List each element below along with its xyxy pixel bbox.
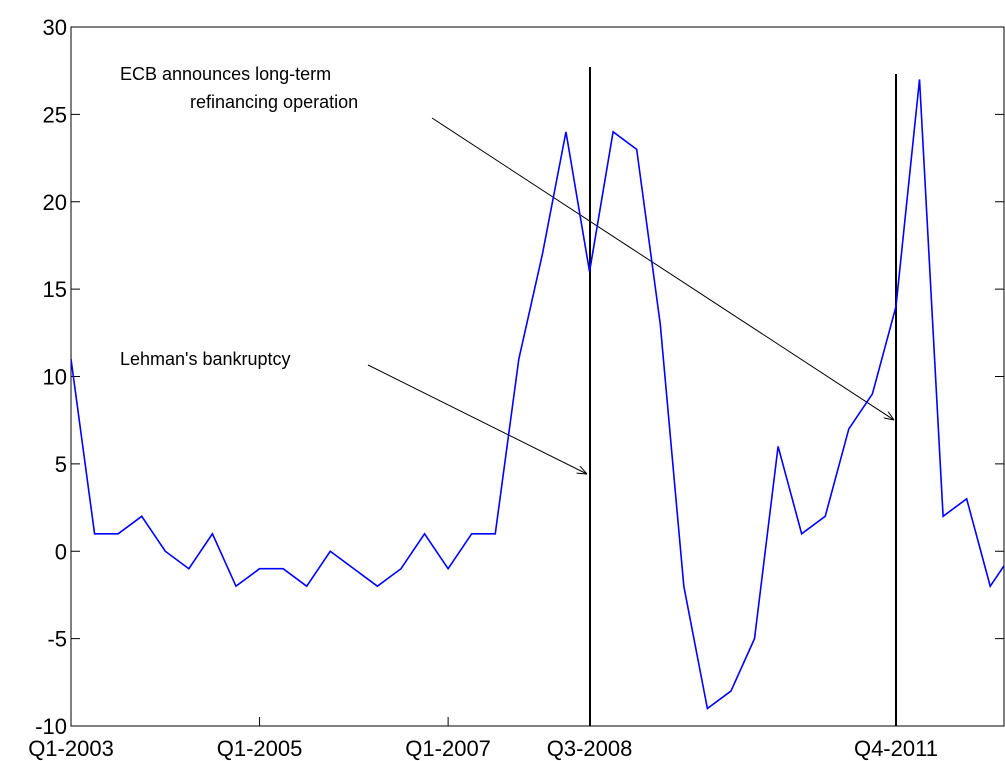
annotation: ECB announces long-term [120,64,331,84]
y-tick-label: 10 [43,365,67,390]
x-tick-label: Q1-2005 [217,736,303,761]
y-tick-label: -5 [47,627,67,652]
x-tick-label: Q4-2011 [854,736,938,761]
annotation: Lehman's bankruptcy [120,349,291,369]
x-tick-label: Q1-2003 [28,736,114,761]
y-tick-label: 25 [43,102,67,127]
plot-frame [70,26,1005,727]
y-tick-label: 0 [55,539,67,564]
line-series [71,79,1004,710]
annotation: refinancing operation [190,92,358,112]
y-tick-label: -10 [35,714,67,739]
annotation-arrow [367,364,587,474]
x-tick-label: Q1-2007 [405,736,491,761]
y-tick-label: 20 [43,190,67,215]
annotation-arrow [431,117,894,420]
y-tick-label: 15 [43,277,67,302]
y-tick-label: 5 [55,452,67,477]
y-tick-label: 30 [43,15,67,40]
x-tick-label: Q3-2008 [547,736,633,761]
